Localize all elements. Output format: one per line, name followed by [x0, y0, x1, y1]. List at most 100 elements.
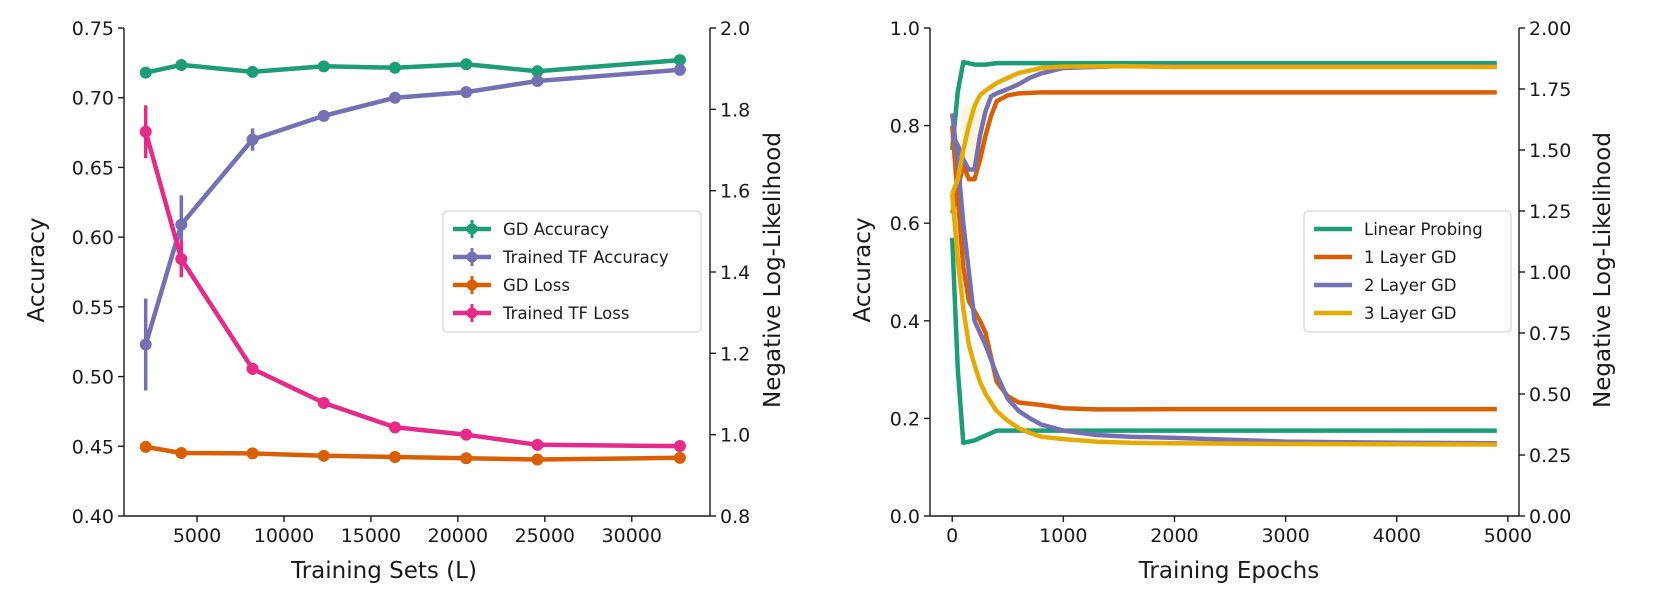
left-point-gd-accuracy	[317, 60, 330, 73]
left-point-trained-tf-loss	[246, 362, 259, 375]
left-point-trained-tf-loss	[673, 440, 686, 453]
left-y2-tick-label: 1.6	[720, 181, 750, 203]
right-x-tick-label: 1000	[1039, 525, 1087, 547]
right-x-tick-label: 2000	[1150, 525, 1198, 547]
left-y-tick-label: 0.50	[72, 367, 114, 389]
right-chart: Training Epochs Accuracy Negative Log-Li…	[850, 18, 1616, 584]
left-x-tick-label: 20000	[428, 525, 488, 547]
left-point-trained-tf-loss	[388, 421, 401, 434]
left-point-trained-tf-accuracy	[317, 109, 330, 122]
left-y2-tick-label: 1.8	[720, 99, 750, 121]
left-series-line-trained-tf-accuracy	[143, 67, 681, 346]
right-accuracy-line-1-layer-gd	[950, 90, 1497, 214]
right-loss-line-2-layer-gd	[949, 113, 1497, 446]
left-point-trained-tf-accuracy	[175, 218, 188, 231]
right-y-tick-label: 0.2	[890, 408, 920, 430]
right-x-tick-label: 0	[946, 525, 958, 547]
left-series-line-gd-accuracy	[145, 57, 681, 75]
left-y-tick-label: 0.45	[72, 436, 114, 458]
left-point-trained-tf-accuracy	[139, 338, 152, 351]
right-x-tick-label: 5000	[1484, 525, 1532, 547]
right-accuracy-line-3-layer-gd	[950, 63, 1497, 195]
left-x-axis-label: Training Sets (L)	[290, 558, 477, 584]
left-point-trained-tf-accuracy	[673, 63, 686, 76]
left-y-tick-label: 0.75	[72, 18, 114, 40]
right-legend-label-1-layer-gd: 1 Layer GD	[1364, 248, 1456, 267]
left-point-trained-tf-loss	[531, 438, 544, 451]
left-point-gd-loss	[531, 453, 544, 466]
left-x-tick-label: 15000	[341, 525, 401, 547]
right-y-tick-label: 0.8	[890, 116, 920, 138]
left-point-trained-tf-accuracy	[531, 74, 544, 87]
left-point-gd-loss	[139, 440, 152, 453]
left-point-trained-tf-loss	[139, 125, 152, 138]
left-point-gd-loss	[246, 447, 259, 460]
right-y-axis-label: Accuracy	[850, 217, 876, 322]
right-y-tick-label: 0.4	[890, 311, 920, 333]
left-x-tick-label: 10000	[254, 525, 314, 547]
right-accuracy-line-2-layer-gd	[950, 63, 1497, 172]
left-point-gd-loss	[388, 451, 401, 464]
left-y2-tick-label: 1.2	[720, 343, 750, 365]
left-chart: Training Sets (L) Accuracy Negative Log-…	[24, 18, 786, 584]
left-x-tick-label: 25000	[515, 525, 575, 547]
left-point-trained-tf-loss	[317, 396, 330, 409]
right-legend-label-3-layer-gd: 3 Layer GD	[1364, 304, 1456, 323]
left-point-trained-tf-accuracy	[246, 133, 259, 146]
right-legend-label-2-layer-gd: 2 Layer GD	[1364, 276, 1456, 295]
left-legend-label-trained-tf-loss: Trained TF Loss	[502, 304, 629, 323]
right-y2-tick-label: 2.00	[1529, 18, 1571, 40]
right-x-tick-label: 4000	[1373, 525, 1421, 547]
left-y-tick-label: 0.65	[72, 157, 114, 179]
left-point-gd-loss	[317, 449, 330, 462]
left-y2-tick-label: 0.8	[720, 506, 750, 528]
left-point-gd-accuracy	[388, 61, 401, 74]
left-y-tick-label: 0.60	[72, 227, 114, 249]
right-y-tick-label: 0.6	[890, 213, 920, 235]
right-x-axis-label: Training Epochs	[1138, 558, 1319, 584]
left-legend-label-gd-loss: GD Loss	[503, 276, 570, 295]
left-point-gd-loss	[175, 446, 188, 459]
left-x-tick-label: 30000	[602, 525, 662, 547]
left-point-gd-accuracy	[139, 66, 152, 79]
left-point-gd-accuracy	[673, 54, 686, 67]
left-series-line-trained-tf-loss	[143, 131, 680, 449]
left-legend-marker-gd-loss	[466, 279, 478, 291]
left-series-line-gd-loss	[145, 444, 680, 462]
right-y2-tick-label: 0.75	[1529, 323, 1571, 345]
left-point-gd-accuracy	[175, 58, 188, 71]
left-y2-tick-label: 1.4	[720, 262, 750, 284]
left-point-gd-loss	[673, 451, 686, 464]
left-y-tick-label: 0.55	[72, 297, 114, 319]
right-y2-tick-label: 0.50	[1529, 384, 1571, 406]
left-y2-tick-label: 2.0	[720, 18, 750, 40]
right-y2-tick-label: 1.00	[1529, 262, 1571, 284]
left-legend-marker-trained-tf-accuracy	[466, 251, 478, 263]
right-y-tick-label: 1.0	[890, 18, 920, 40]
left-point-gd-loss	[460, 452, 473, 465]
right-y2-tick-label: 1.75	[1529, 79, 1571, 101]
right-y2-tick-label: 0.00	[1529, 506, 1571, 528]
right-accuracy-line-linear-probing	[949, 59, 1497, 151]
left-y-tick-label: 0.40	[72, 506, 114, 528]
right-y2-tick-label: 1.50	[1529, 140, 1571, 162]
left-y-axis-label: Accuracy	[24, 217, 50, 322]
right-y2-tick-label: 0.25	[1529, 445, 1571, 467]
right-y2-axis-label: Negative Log-Likelihood	[1590, 132, 1616, 408]
left-point-gd-accuracy	[460, 58, 473, 71]
right-legend-box	[1303, 210, 1512, 333]
left-legend-box	[442, 210, 702, 333]
left-legend-label-gd-accuracy: GD Accuracy	[503, 220, 609, 239]
right-loss-line-3-layer-gd	[949, 193, 1497, 447]
left-point-gd-accuracy	[246, 65, 259, 78]
left-point-trained-tf-loss	[175, 252, 188, 265]
left-point-trained-tf-accuracy	[388, 91, 401, 104]
left-point-trained-tf-loss	[460, 428, 473, 441]
left-y-tick-label: 0.70	[72, 88, 114, 110]
right-x-tick-label: 3000	[1261, 525, 1309, 547]
right-legend-label-linear-probing: Linear Probing	[1364, 220, 1483, 239]
left-point-gd-accuracy	[531, 65, 544, 78]
left-legend-label-trained-tf-accuracy: Trained TF Accuracy	[502, 248, 669, 267]
right-y-tick-label: 0.0	[890, 506, 920, 528]
